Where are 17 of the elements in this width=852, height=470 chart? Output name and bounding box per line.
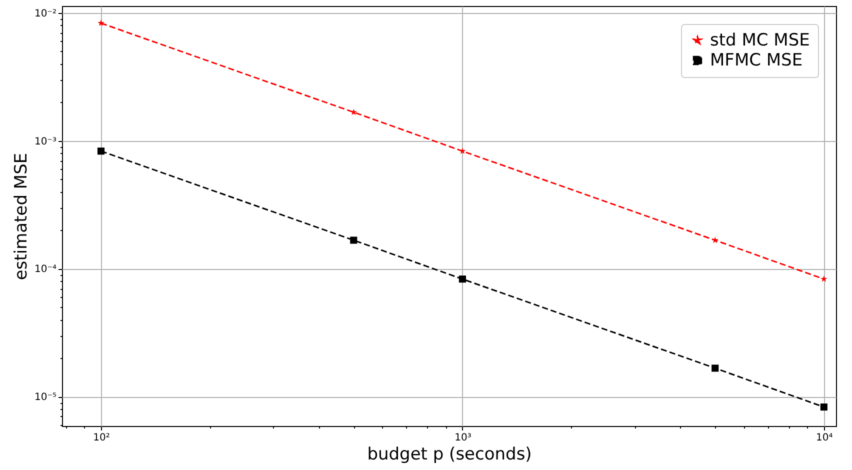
point	[820, 276, 828, 282]
x-tick-label: 10³	[454, 432, 472, 444]
y-tick-label: 10⁻⁴	[34, 264, 56, 276]
point	[458, 276, 466, 283]
x-tick-label: 10⁴	[816, 432, 833, 444]
y-axis-title: estimated MSE	[11, 152, 32, 280]
legend-label: std MC MSE	[710, 30, 810, 50]
y-tick-label: 10⁻²	[34, 8, 56, 20]
point	[97, 148, 105, 155]
point	[98, 20, 104, 26]
x-tick-label: 10²	[93, 432, 110, 444]
point	[820, 403, 828, 411]
point	[459, 148, 466, 154]
y-tick-label: 10⁻⁵	[34, 392, 56, 404]
x-axis-title: budget p (seconds)	[367, 444, 532, 464]
legend-label: MFMC MSE	[710, 50, 803, 70]
y-tick-label: 10⁻³	[34, 136, 56, 148]
